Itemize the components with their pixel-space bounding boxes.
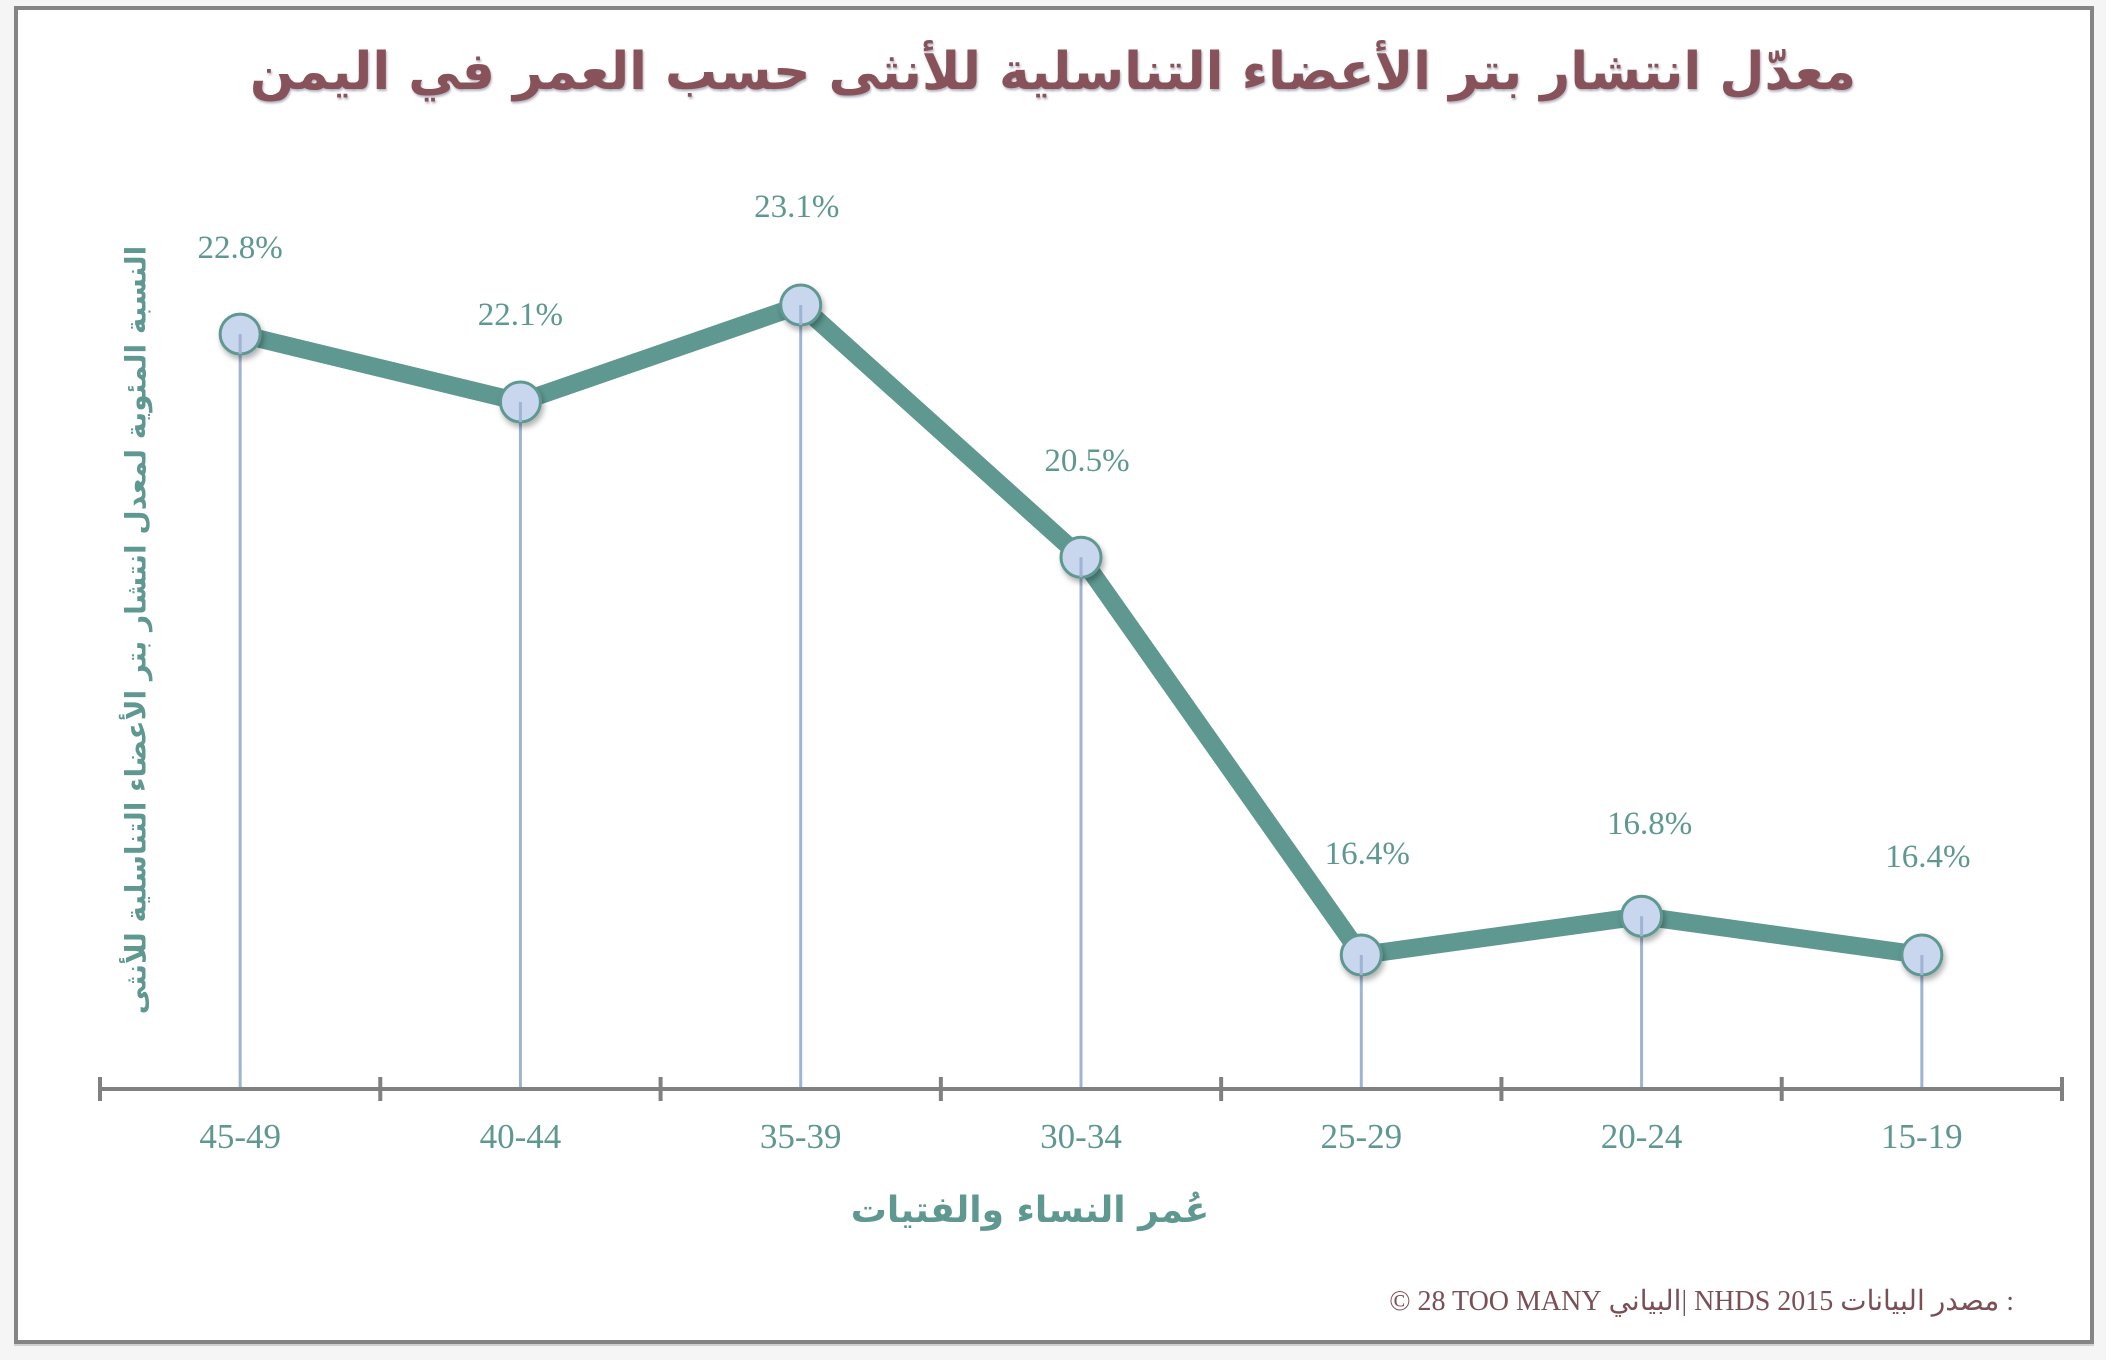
- drop-lines: [238, 305, 1924, 1087]
- x-tick-label: 40-44: [480, 1117, 562, 1156]
- data-value-label: 22.1%: [478, 297, 563, 333]
- x-tick-label: 35-39: [760, 1117, 842, 1156]
- data-markers: [218, 283, 1944, 977]
- x-tick-label: 45-49: [199, 1117, 281, 1156]
- data-value-labels: 22.8% 22.1% 23.1% 20.5% 16.4% 16.8% 16.4%: [198, 189, 1971, 875]
- chart-title: معدّل انتشار بتر الأعضاء التناسلية للأنث…: [249, 42, 1857, 102]
- data-value-label: 22.8%: [198, 230, 283, 266]
- x-tick-label: 20-24: [1601, 1117, 1683, 1156]
- data-value-label: 16.4%: [1885, 839, 1970, 875]
- footer-chart-credit: البياني: [1608, 1286, 1682, 1317]
- data-value-label: 20.5%: [1044, 443, 1129, 479]
- x-tick-label: 30-34: [1040, 1117, 1122, 1156]
- footer-copyright: © 28 TOO MANY: [1389, 1286, 1602, 1317]
- footer-source-label: مصدر البيانات :: [1840, 1286, 2014, 1317]
- x-axis: [98, 1077, 2064, 1101]
- data-value-label: 16.8%: [1607, 806, 1692, 842]
- x-tick-label: 15-19: [1881, 1117, 1963, 1156]
- x-tick-label: 25-29: [1320, 1117, 1402, 1156]
- data-value-label: 16.4%: [1325, 836, 1410, 872]
- footer-source-value: NHDS 2015: [1694, 1286, 1834, 1317]
- footer-credit: © 28 TOO MANY البياني| NHDS 2015 مصدر ال…: [1389, 1284, 2014, 1318]
- footer-separator: |: [1681, 1286, 1688, 1317]
- x-axis-label: عُمر النساء والفتيات: [850, 1190, 1210, 1231]
- chart-frame: [14, 6, 2094, 1344]
- x-tick-labels: 45-49 40-44 35-39 30-34 25-29 20-24 15-19: [199, 1117, 1962, 1156]
- data-value-label: 23.1%: [754, 189, 839, 225]
